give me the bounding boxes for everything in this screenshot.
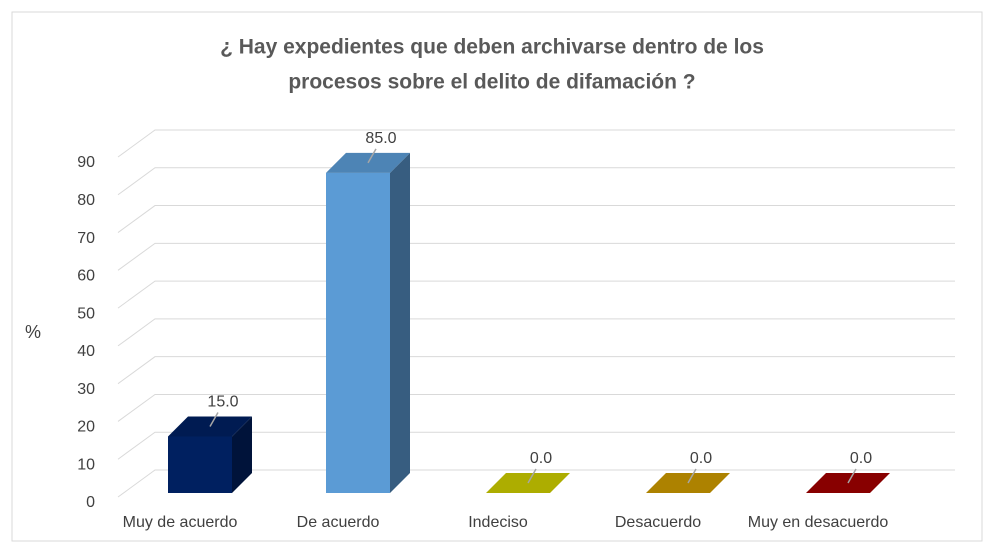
y-tick-label: 80 [77,192,95,209]
y-tick-label: 30 [77,381,95,398]
grid-line [117,205,955,233]
grid-line [117,356,955,385]
leader-line [367,148,377,164]
x-tick-label: Desacuerdo [615,514,701,531]
y-tick-label: 20 [77,419,95,436]
leader-line [847,468,857,484]
data-label: 0.0 [850,450,872,467]
x-tick-label: Muy de acuerdo [123,514,238,531]
leader-line [209,412,219,427]
x-tick-label: Muy en desacuerdo [748,514,889,531]
data-label: 0.0 [690,450,712,467]
y-tick-label: 0 [86,494,95,511]
x-tick-label: Indeciso [468,514,528,531]
grid-line [117,318,955,347]
grid-line [117,280,955,309]
y-tick-label: 90 [77,154,95,171]
y-tick-label: 40 [77,343,95,360]
x-tick-label: De acuerdo [297,514,380,531]
y-tick-label: 50 [77,305,95,322]
bar-front [168,436,232,493]
grid-line [117,431,955,460]
bar-side [390,152,410,494]
grid-line [117,393,955,422]
data-label: 15.0 [207,394,238,411]
leader-line [527,468,537,484]
grid-line [117,469,955,498]
chart-title: procesos sobre el delito de difamación ? [288,71,695,94]
grid-line [117,129,955,158]
grid-line [117,242,955,271]
bar-front [326,172,390,494]
data-label: 0.0 [530,450,552,467]
data-label: 85.0 [365,130,396,147]
grid-line [117,167,955,196]
chart-title: ¿ Hay expedientes que deben archivarse d… [220,36,764,59]
y-tick-label: 60 [77,268,95,285]
y-tick-label: 10 [77,456,95,473]
bar-side [232,416,252,493]
y-tick-label: 70 [77,230,95,247]
y-axis-label: % [25,322,41,342]
leader-line [687,468,697,484]
